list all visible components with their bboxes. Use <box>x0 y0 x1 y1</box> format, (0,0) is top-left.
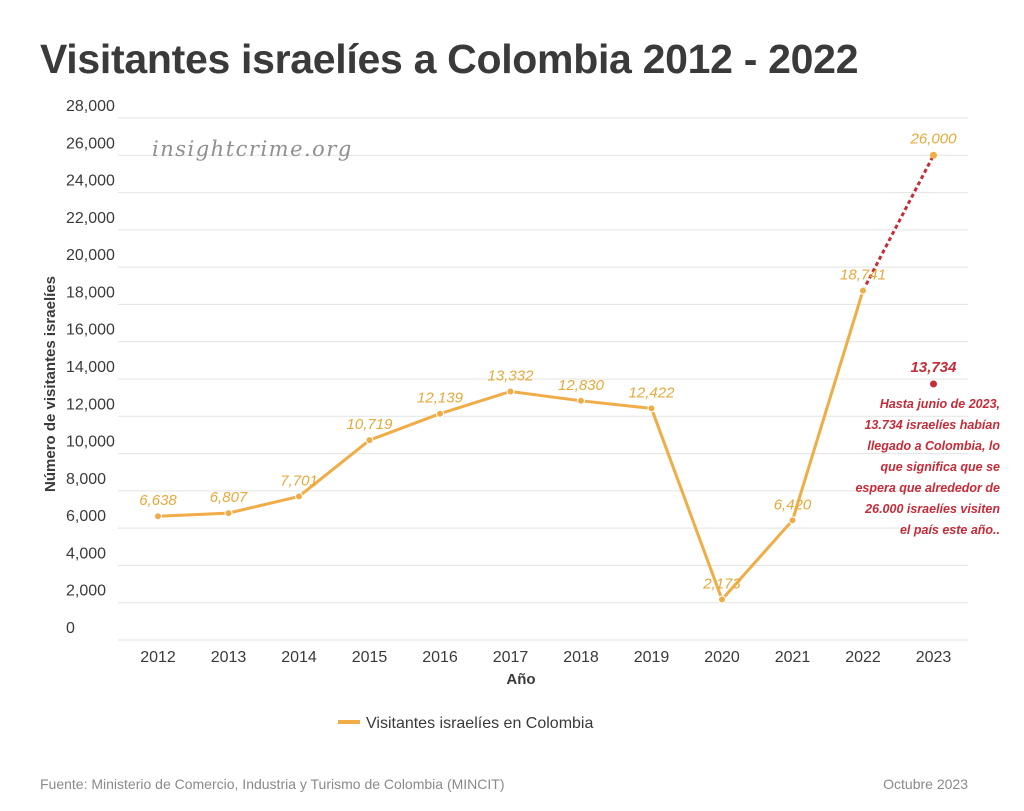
x-tick-label: 2015 <box>352 649 388 666</box>
data-point <box>365 436 374 445</box>
x-tick-label: 2013 <box>211 649 247 666</box>
data-point <box>295 492 303 501</box>
data-label: 6,420 <box>774 496 812 513</box>
legend[interactable]: Visitantes israelíes en Colombia <box>338 715 593 732</box>
y-tick-label: 14,000 <box>66 359 115 376</box>
partial-2023-label: 13,734 <box>911 359 958 376</box>
y-axis-label: Número de visitantes israelíes <box>42 276 59 492</box>
y-tick-label: 0 <box>66 620 75 637</box>
annotation-note-line: el país este año.. <box>900 523 1000 537</box>
data-label: 2,173 <box>702 575 741 592</box>
x-tick-label: 2014 <box>281 649 317 666</box>
data-point <box>154 512 162 521</box>
data-point <box>788 516 797 525</box>
annotation-note-line: espera que alrededor de <box>855 481 1000 495</box>
y-tick-label: 26,000 <box>66 135 115 152</box>
data-label: 6,638 <box>139 492 177 509</box>
y-tick-label: 10,000 <box>66 434 115 451</box>
data-label: 12,139 <box>417 390 464 407</box>
y-tick-label: 28,000 <box>66 98 115 115</box>
annotation-note-line: 13.734 israelíes habían <box>864 418 1000 432</box>
data-label: 12,830 <box>558 377 605 394</box>
projection-point <box>930 151 937 159</box>
data-label: 18,741 <box>840 267 886 284</box>
x-tick-label: 2016 <box>422 649 458 666</box>
projection-label: 26,000 <box>910 130 958 147</box>
x-tick-label: 2018 <box>563 649 599 666</box>
chart-title: Visitantes israelíes a Colombia 2012 - 2… <box>40 36 859 82</box>
y-tick-label: 20,000 <box>66 247 115 264</box>
y-tick-label: 4,000 <box>66 545 106 562</box>
y-tick-label: 16,000 <box>66 322 115 339</box>
series-layer: 6,638 6,807 7,701 10,719 12,139 13,332 12,830 1… <box>139 130 958 604</box>
legend-label: Visitantes israelíes en Colombia <box>366 715 593 732</box>
annotation-2023: 13,734 Hasta junio de 2023, 13.734 israelí… <box>855 359 1000 537</box>
x-tick-label: 2017 <box>493 649 529 666</box>
publication-date: Octubre 2023 <box>883 776 968 792</box>
data-label: 10,719 <box>347 416 394 433</box>
data-point <box>577 396 585 405</box>
annotation-note-line: 26.000 israelíes visiten <box>864 502 1000 516</box>
x-tick-label: 2021 <box>775 649 811 666</box>
x-axis-ticks: 2012 2013 2014 2015 2016 2017 2018 2019 2020 2021… <box>140 649 951 666</box>
y-tick-label: 6,000 <box>66 508 106 525</box>
data-point <box>859 286 867 295</box>
annotation-note-line: que significa que se <box>881 460 1001 474</box>
y-tick-label: 2,000 <box>66 583 106 600</box>
data-point <box>647 404 656 413</box>
partial-2023-point <box>930 380 937 388</box>
data-point <box>224 509 233 518</box>
watermark: insightcrime.org <box>152 137 353 161</box>
data-label: 13,332 <box>488 367 535 384</box>
source-note: Fuente: Ministerio de Comercio, Industri… <box>40 776 505 792</box>
projection-line <box>861 154 935 292</box>
y-tick-label: 12,000 <box>66 396 115 413</box>
data-label: 12,422 <box>629 384 676 401</box>
data-point <box>506 387 515 396</box>
annotation-note-line: Hasta junio de 2023, <box>880 397 1000 411</box>
data-point <box>436 409 444 418</box>
data-label: 7,701 <box>280 472 318 489</box>
x-tick-label: 2022 <box>845 649 881 666</box>
x-tick-label: 2020 <box>704 649 740 666</box>
annotation-note-line: llegado a Colombia, lo <box>867 439 1000 453</box>
data-label: 6,807 <box>210 489 248 506</box>
grid-lines <box>118 117 968 641</box>
x-axis-label: Año <box>506 671 535 688</box>
x-tick-label: 2019 <box>634 649 670 666</box>
y-axis-ticks: 0 2,000 4,000 6,000 8,000 10,000 12,000 14,000 1… <box>66 98 115 637</box>
data-point <box>718 595 726 604</box>
series-line <box>157 290 865 601</box>
x-tick-label: 2023 <box>916 649 952 666</box>
y-tick-label: 24,000 <box>66 173 115 190</box>
y-tick-label: 18,000 <box>66 284 115 301</box>
y-tick-label: 22,000 <box>66 210 115 227</box>
x-tick-label: 2012 <box>140 649 176 666</box>
y-tick-label: 8,000 <box>66 471 106 488</box>
